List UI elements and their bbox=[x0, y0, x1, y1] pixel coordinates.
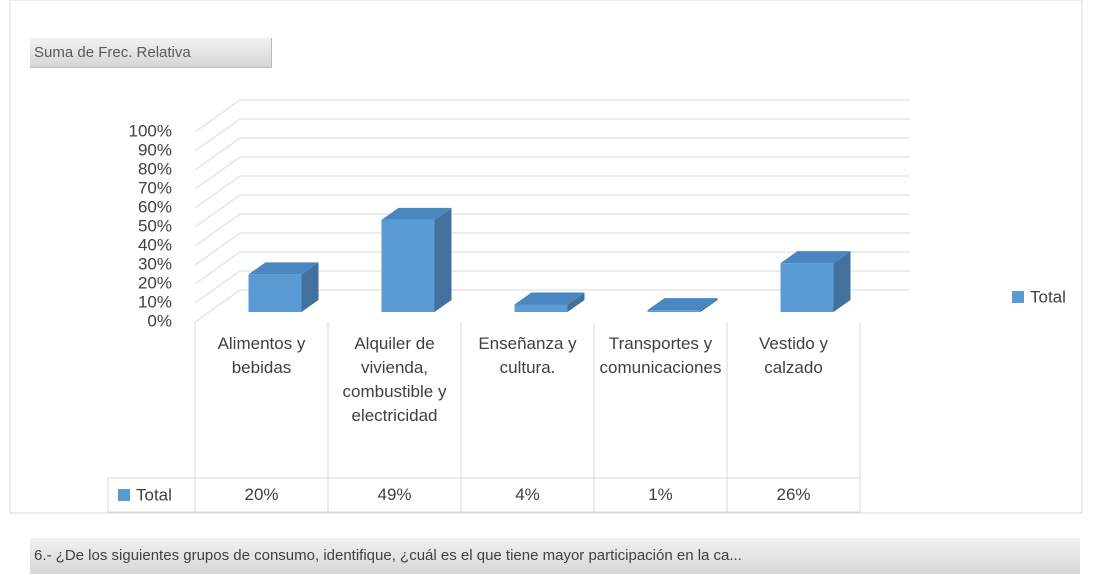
value-label: 26% bbox=[776, 485, 811, 504]
y-tick-label: 70% bbox=[138, 178, 172, 197]
chart-frame bbox=[9, 0, 1083, 514]
y-tick-label: 100% bbox=[129, 121, 172, 140]
category-label: Transportes y comunicaciones bbox=[599, 334, 722, 377]
y-tick-label: 20% bbox=[138, 273, 172, 292]
bar-top bbox=[381, 207, 452, 220]
field-button[interactable]: Suma de Frec. Relativa bbox=[30, 38, 272, 68]
y-tick-label: 0% bbox=[147, 311, 172, 330]
bar bbox=[647, 310, 701, 312]
grid-line bbox=[194, 175, 910, 209]
bar bbox=[514, 304, 568, 312]
legend-key bbox=[1012, 291, 1024, 303]
grid-line bbox=[194, 289, 910, 323]
bar-top bbox=[780, 251, 851, 264]
bar-side bbox=[301, 262, 319, 312]
grid-line bbox=[194, 270, 910, 304]
value-label: 4% bbox=[515, 485, 540, 504]
grid-line bbox=[194, 99, 910, 133]
category-label: Enseñanza y cultura. bbox=[478, 334, 577, 377]
y-tick-label: 40% bbox=[138, 235, 172, 254]
grid-line bbox=[194, 194, 910, 228]
y-tick-label: 50% bbox=[138, 216, 172, 235]
table-series-name: Total bbox=[136, 485, 172, 504]
y-tick-label: 30% bbox=[138, 254, 172, 273]
bar-side bbox=[700, 298, 718, 312]
y-tick-label: 60% bbox=[138, 197, 172, 216]
bar-top bbox=[647, 298, 718, 311]
y-tick-label: 80% bbox=[138, 159, 172, 178]
category-label: Vestido y calzado bbox=[759, 334, 828, 377]
y-tick-label: 10% bbox=[138, 292, 172, 311]
value-label: 1% bbox=[648, 485, 673, 504]
category-label: Alimentos y bebidas bbox=[217, 334, 306, 377]
bar-side bbox=[434, 207, 452, 312]
grid-line bbox=[194, 118, 910, 152]
legend-key bbox=[118, 489, 130, 501]
grid-line bbox=[194, 251, 910, 285]
bar bbox=[780, 263, 834, 312]
grid-line bbox=[194, 213, 910, 247]
bar-top bbox=[514, 292, 585, 305]
bar bbox=[248, 274, 302, 312]
y-tick-label: 90% bbox=[138, 140, 172, 159]
grid-line bbox=[194, 232, 910, 266]
next-field[interactable]: 6.- ¿De los siguientes grupos de consumo… bbox=[30, 538, 1080, 574]
legend-label: Total bbox=[1030, 287, 1066, 306]
bar-side bbox=[833, 251, 851, 312]
bar-top bbox=[248, 262, 319, 275]
bar-side bbox=[567, 292, 585, 312]
grid-line bbox=[194, 156, 910, 190]
value-label: 49% bbox=[377, 485, 412, 504]
bar bbox=[381, 219, 435, 312]
grid-line bbox=[194, 137, 910, 171]
category-label: Alquiler de vivienda, combustible y elec… bbox=[342, 334, 447, 425]
value-label: 20% bbox=[244, 485, 279, 504]
